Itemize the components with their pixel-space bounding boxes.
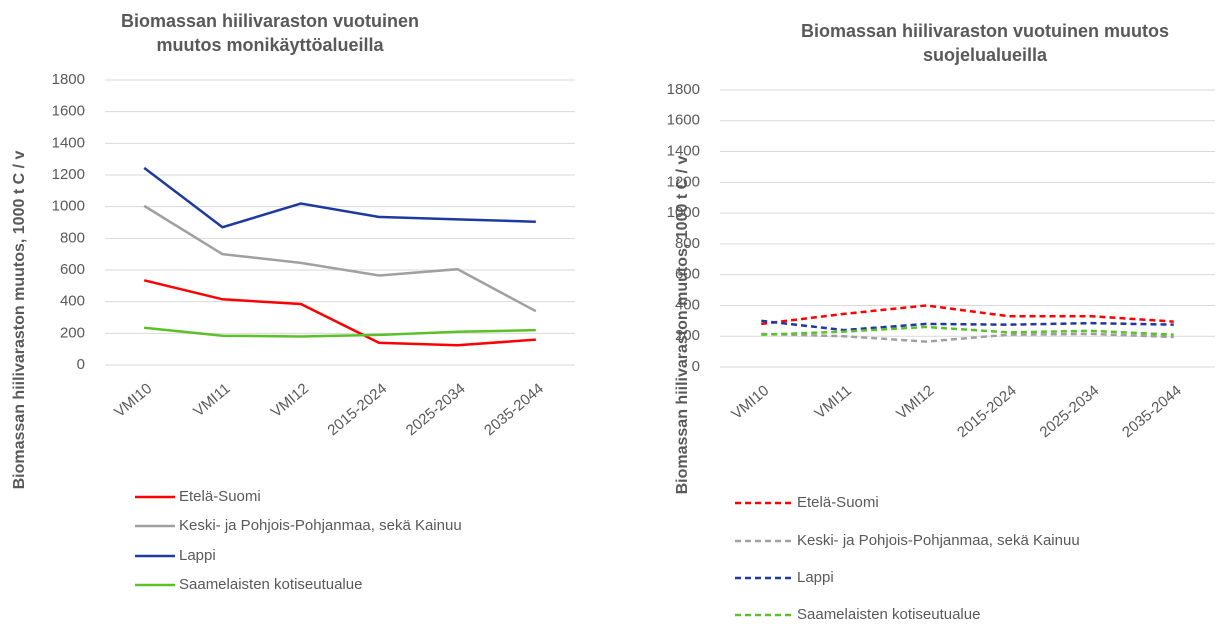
series-line [143, 166, 536, 229]
y-tick-label: 1200 [52, 166, 85, 183]
series-line [761, 304, 1174, 326]
x-tick-label: VMI11 [812, 382, 855, 422]
y-tick-label: 600 [675, 266, 700, 283]
x-tick-label: 2035-2044 [481, 380, 547, 439]
x-tick-label: 2015-2024 [954, 382, 1020, 441]
y-tick-label: 1400 [52, 134, 85, 151]
legend-label: Keski- ja Pohjois-Pohjanmaa, sekä Kainuu [179, 517, 462, 534]
chart-title: Biomassan hiilivaraston vuotuinen muutos [801, 21, 1169, 41]
series-line [143, 204, 537, 313]
y-tick-label: 800 [60, 229, 85, 246]
y-axis-label: Biomassan hiilivaraston muutos, 1000 t C… [11, 151, 28, 490]
y-tick-label: 1800 [667, 81, 700, 98]
x-tick-label: VMI11 [190, 380, 233, 420]
legend-label: Lappi [797, 569, 834, 586]
y-tick-label: 0 [692, 358, 700, 375]
chart-title: suojelualueilla [923, 45, 1048, 65]
chart-title: muutos monikäyttöalueilla [156, 35, 384, 55]
x-tick-label: 2035-2044 [1119, 382, 1185, 441]
y-tick-label: 1200 [667, 173, 700, 190]
y-tick-label: 0 [77, 356, 85, 373]
series-line [761, 325, 1174, 336]
y-tick-label: 400 [60, 293, 85, 310]
y-tick-label: 1400 [667, 143, 700, 160]
y-tick-label: 400 [675, 296, 700, 313]
x-tick-label: VMI12 [268, 380, 312, 421]
legend-label: Etelä-Suomi [797, 494, 879, 511]
x-tick-label: VMI10 [111, 380, 155, 421]
legend-label: Keski- ja Pohjois-Pohjanmaa, sekä Kainuu [797, 532, 1080, 549]
y-tick-label: 200 [675, 327, 700, 344]
x-tick-label: 2015-2024 [324, 380, 390, 439]
legend-label: Saamelaisten kotiseutualue [797, 606, 980, 623]
y-tick-label: 1600 [667, 112, 700, 129]
y-axis-label: Biomassan hiilivaraston muutos, 1000 t C… [674, 156, 691, 495]
y-tick-label: 200 [60, 324, 85, 341]
legend-label: Etelä-Suomi [179, 488, 261, 505]
x-tick-label: 2025-2034 [1036, 382, 1102, 441]
y-tick-label: 1800 [52, 71, 85, 88]
x-tick-label: VMI10 [728, 382, 772, 423]
y-tick-label: 800 [675, 235, 700, 252]
series-line [761, 319, 1174, 332]
series-line [761, 332, 1174, 343]
y-tick-label: 1000 [52, 198, 85, 215]
x-tick-label: VMI12 [893, 382, 937, 423]
x-tick-label: 2025-2034 [403, 380, 469, 439]
legend-label: Saamelaisten kotiseutualue [179, 576, 362, 593]
y-tick-label: 1000 [667, 204, 700, 221]
series-line [144, 326, 536, 338]
legend-label: Lappi [179, 547, 216, 564]
y-tick-label: 1600 [52, 103, 85, 120]
y-tick-label: 600 [60, 261, 85, 278]
chart-title: Biomassan hiilivaraston vuotuinen [121, 11, 419, 31]
series-line [143, 279, 536, 347]
